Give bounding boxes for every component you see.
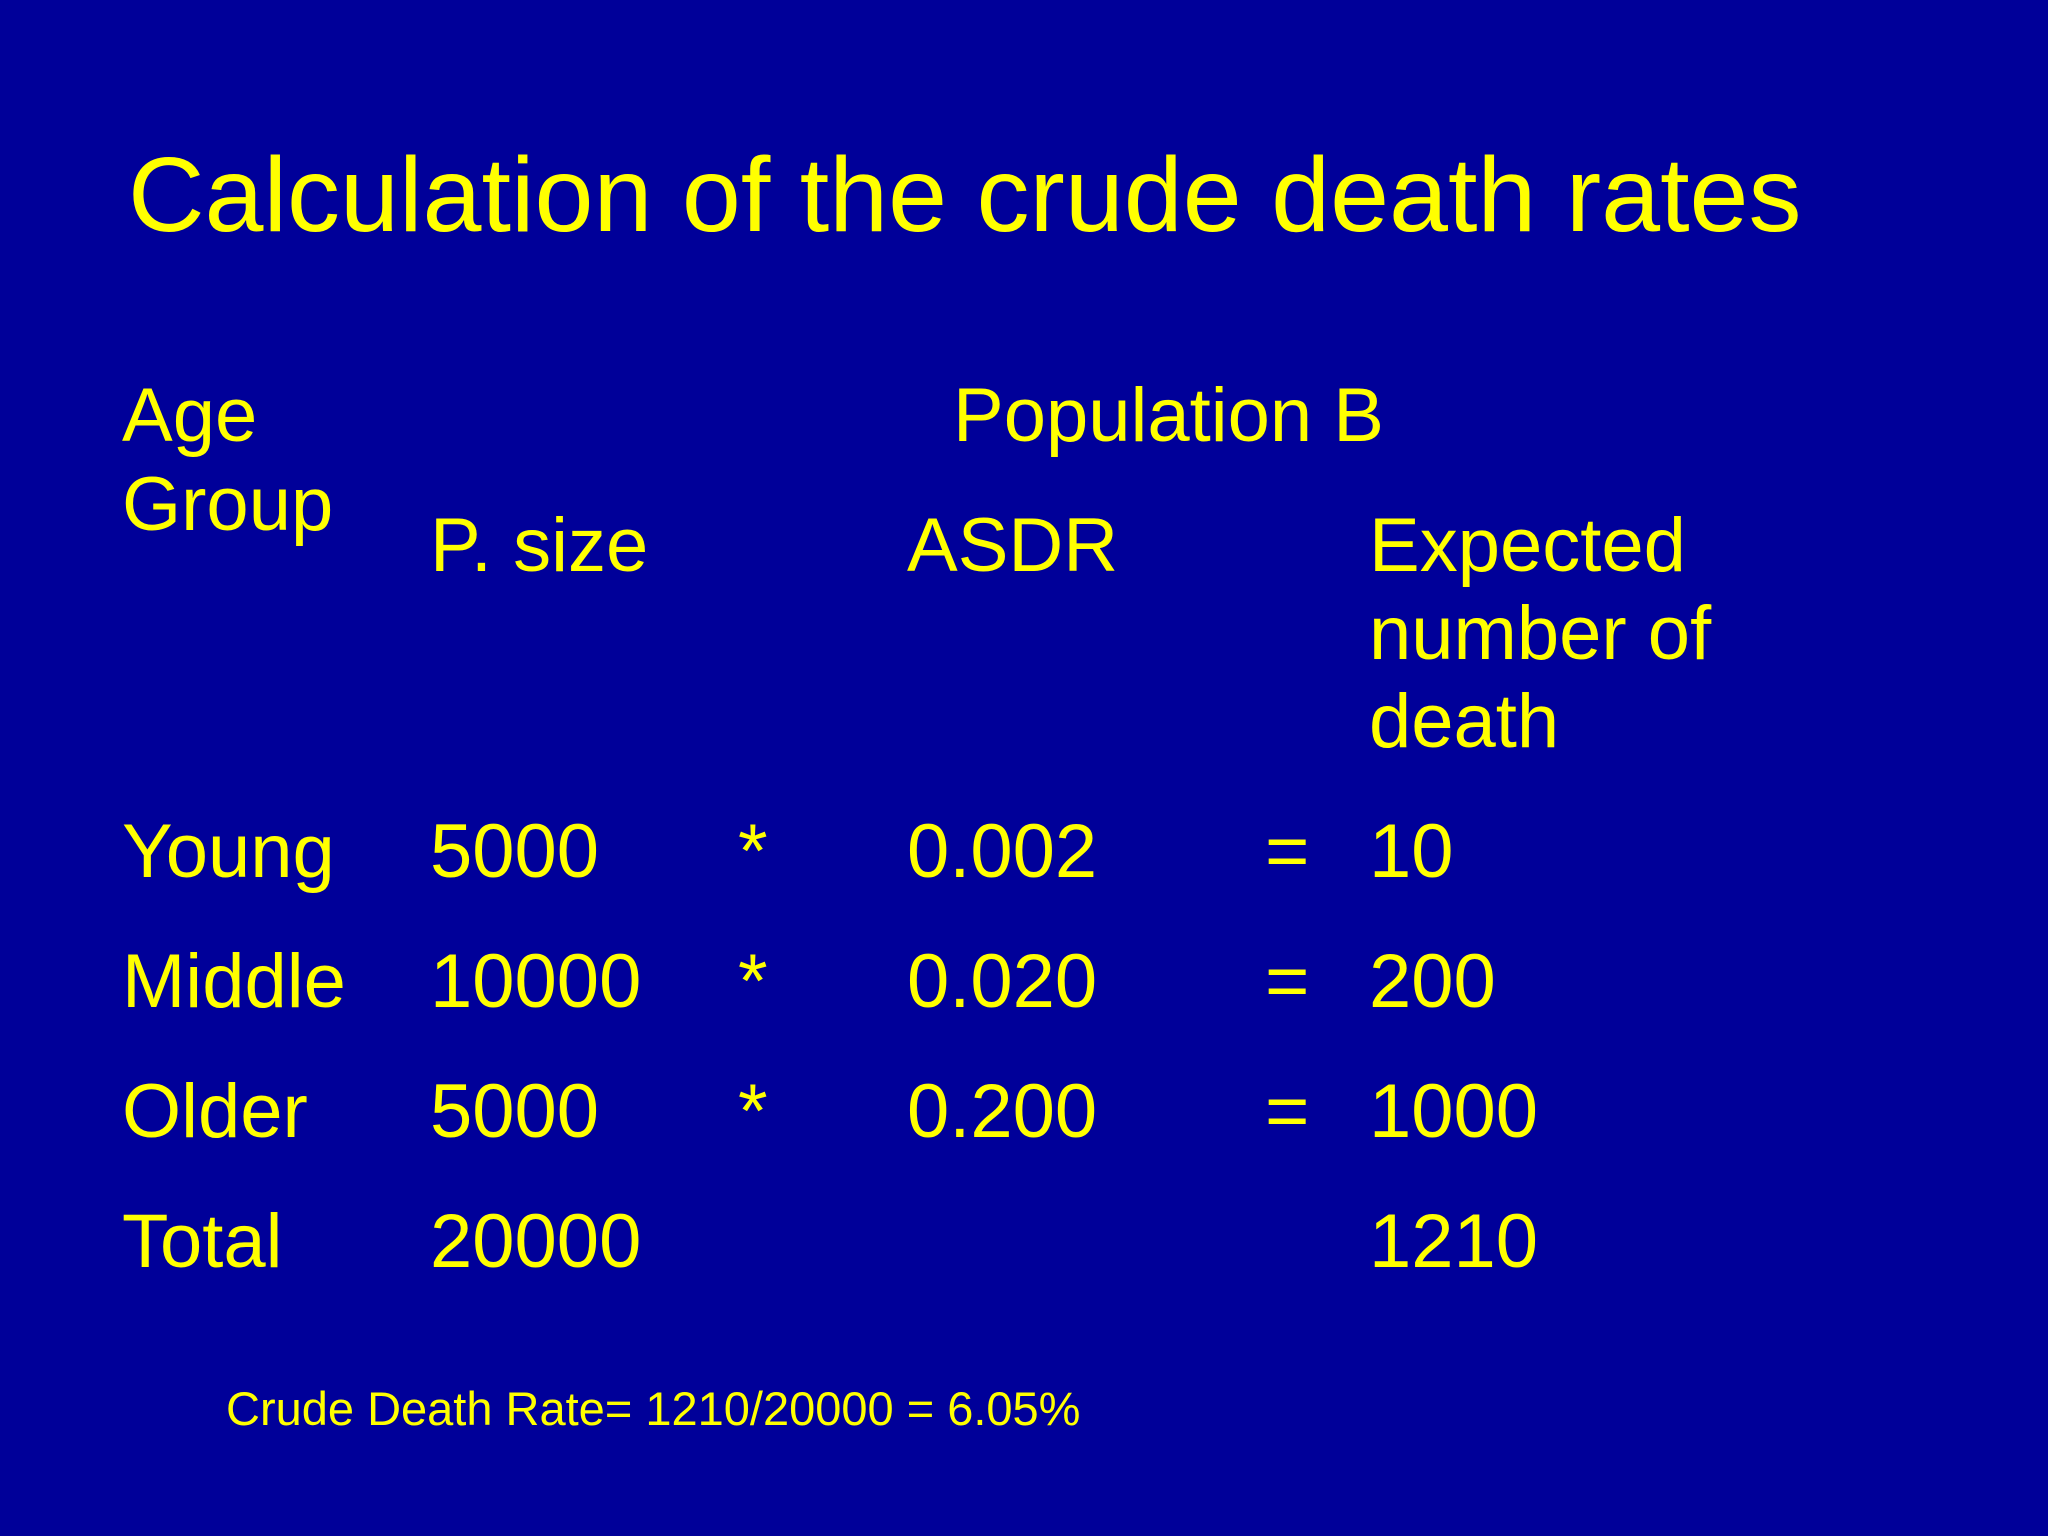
header-p-size: P. size [430, 503, 649, 588]
row-middle-size: 10000 [430, 939, 642, 1024]
header-age-group-line2: Group [122, 462, 334, 547]
row-middle-op: * [738, 939, 768, 1024]
row-young-eq: = [1265, 809, 1310, 894]
row-young-asdr: 0.002 [907, 809, 1098, 894]
row-young-op: * [738, 809, 768, 894]
row-middle-eq: = [1265, 939, 1310, 1024]
row-total-size: 20000 [430, 1199, 642, 1284]
row-middle-asdr: 0.020 [907, 939, 1098, 1024]
row-older-op: * [738, 1069, 768, 1154]
row-young-group: Young [122, 809, 335, 894]
slide-title: Calculation of the crude death rates [128, 136, 1802, 254]
crude-death-rate-formula: Crude Death Rate= 1210/20000 = 6.05% [226, 1382, 1081, 1435]
header-age-group-line1: Age [122, 373, 258, 458]
header-population: Population B [953, 373, 1384, 458]
row-young-expected: 10 [1369, 809, 1454, 894]
row-middle-group: Middle [122, 939, 346, 1024]
header-expected-line3: death [1369, 679, 1560, 764]
row-older-size: 5000 [430, 1069, 600, 1154]
row-total-label: Total [122, 1199, 283, 1284]
header-asdr: ASDR [907, 503, 1119, 588]
row-older-group: Older [122, 1069, 308, 1154]
row-older-eq: = [1265, 1069, 1310, 1154]
header-expected-line1: Expected [1369, 503, 1686, 588]
row-older-expected: 1000 [1369, 1069, 1539, 1154]
row-older-asdr: 0.200 [907, 1069, 1098, 1154]
row-middle-expected: 200 [1369, 939, 1496, 1024]
row-total-expected: 1210 [1369, 1199, 1539, 1284]
row-young-size: 5000 [430, 809, 600, 894]
header-expected-line2: number of [1369, 591, 1712, 676]
